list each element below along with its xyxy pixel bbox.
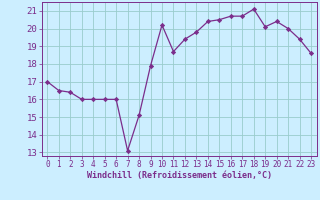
X-axis label: Windchill (Refroidissement éolien,°C): Windchill (Refroidissement éolien,°C) — [87, 171, 272, 180]
